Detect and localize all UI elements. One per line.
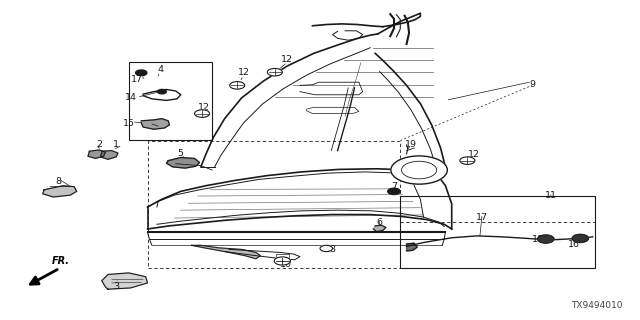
Polygon shape bbox=[88, 150, 106, 158]
Polygon shape bbox=[191, 245, 260, 259]
Circle shape bbox=[388, 188, 400, 195]
Text: FR.: FR. bbox=[52, 256, 70, 266]
Circle shape bbox=[460, 157, 475, 164]
Text: 6: 6 bbox=[376, 218, 383, 227]
Text: 4: 4 bbox=[157, 65, 163, 74]
Text: 14: 14 bbox=[125, 93, 136, 102]
Circle shape bbox=[195, 110, 210, 117]
Bar bbox=[129, 62, 212, 140]
Text: 10: 10 bbox=[280, 260, 291, 268]
Circle shape bbox=[230, 82, 244, 89]
Text: 12: 12 bbox=[468, 150, 479, 159]
Text: 11: 11 bbox=[545, 191, 557, 200]
Text: 2: 2 bbox=[96, 140, 102, 149]
Circle shape bbox=[320, 245, 333, 252]
Text: 9: 9 bbox=[529, 80, 535, 89]
Text: 7: 7 bbox=[391, 182, 397, 191]
Circle shape bbox=[538, 235, 554, 243]
Circle shape bbox=[157, 89, 166, 94]
Text: 19: 19 bbox=[405, 140, 417, 149]
Polygon shape bbox=[373, 225, 386, 231]
Polygon shape bbox=[406, 243, 417, 251]
Polygon shape bbox=[141, 119, 170, 129]
Circle shape bbox=[274, 257, 291, 265]
Circle shape bbox=[391, 156, 447, 184]
Bar bbox=[148, 140, 400, 268]
Text: 1: 1 bbox=[113, 140, 119, 149]
Text: 3: 3 bbox=[113, 282, 119, 291]
Text: 17: 17 bbox=[476, 212, 488, 221]
Text: 15: 15 bbox=[123, 119, 134, 128]
Text: 12: 12 bbox=[198, 103, 210, 112]
Text: 12: 12 bbox=[237, 68, 250, 77]
Polygon shape bbox=[43, 186, 77, 197]
Text: 13: 13 bbox=[325, 245, 337, 254]
Bar bbox=[400, 196, 595, 268]
Text: TX9494010: TX9494010 bbox=[571, 301, 622, 310]
Circle shape bbox=[268, 68, 282, 76]
Text: 16: 16 bbox=[568, 240, 580, 249]
Circle shape bbox=[572, 234, 588, 243]
Text: 18: 18 bbox=[532, 236, 544, 244]
Polygon shape bbox=[100, 151, 118, 159]
Circle shape bbox=[136, 70, 147, 76]
Text: 8: 8 bbox=[56, 177, 61, 186]
Text: 5: 5 bbox=[178, 149, 184, 158]
Polygon shape bbox=[166, 157, 200, 168]
Polygon shape bbox=[102, 273, 148, 289]
Text: 12: 12 bbox=[282, 55, 293, 64]
Text: 17: 17 bbox=[131, 75, 143, 84]
